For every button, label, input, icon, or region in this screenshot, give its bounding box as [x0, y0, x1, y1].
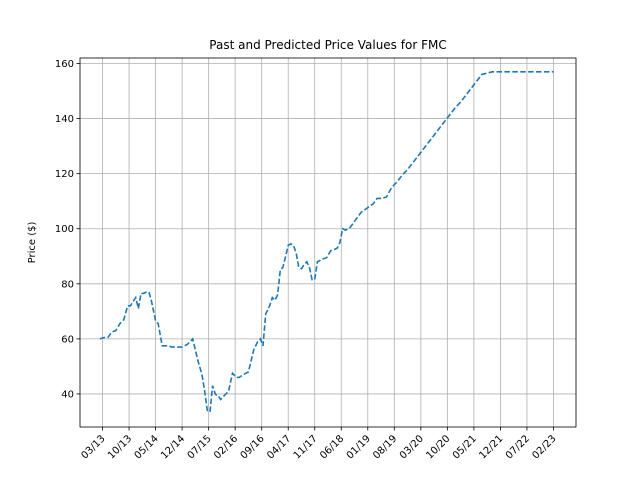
y-tick-label: 40	[61, 389, 74, 400]
y-tick-label: 160	[55, 59, 74, 70]
chart-title: Past and Predicted Price Values for FMC	[209, 38, 446, 52]
y-tick-label: 60	[61, 334, 74, 345]
series-layer	[99, 71, 554, 414]
y-axis-label: Price ($)	[27, 222, 38, 264]
price-series-line	[99, 71, 554, 414]
y-tick-label: 120	[55, 169, 74, 180]
plot-frame	[79, 57, 577, 428]
grid	[80, 58, 576, 427]
y-tick-label: 100	[55, 224, 74, 235]
y-tick-label: 80	[61, 279, 74, 290]
y-tick-label: 140	[55, 114, 74, 125]
